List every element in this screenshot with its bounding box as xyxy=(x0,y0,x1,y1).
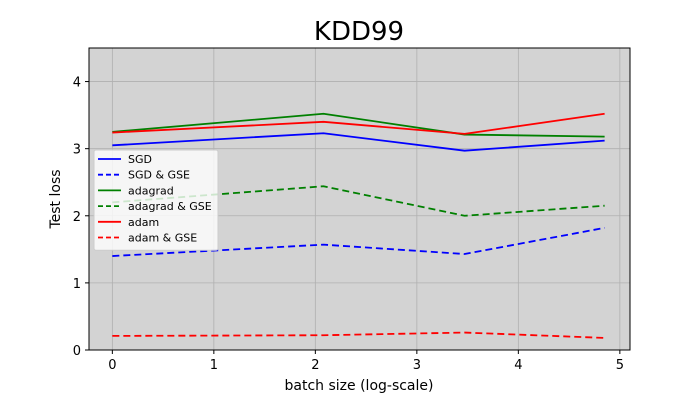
legend-label: adagrad & GSE xyxy=(128,200,212,213)
y-tick-label: 1 xyxy=(73,277,81,292)
x-tick-label: 3 xyxy=(413,358,421,373)
y-tick-label: 4 xyxy=(73,76,81,91)
y-tick-label: 2 xyxy=(73,210,81,225)
legend-label: SGD xyxy=(128,153,152,166)
x-axis-label: batch size (log-scale) xyxy=(285,378,434,394)
x-tick-label: 1 xyxy=(210,358,218,373)
x-tick-label: 2 xyxy=(311,358,319,373)
chart-title: KDD99 xyxy=(314,17,404,47)
y-tick-label: 3 xyxy=(73,143,81,158)
x-tick-label: 5 xyxy=(616,358,624,373)
x-tick-label: 4 xyxy=(514,358,522,373)
y-tick-label: 0 xyxy=(73,344,81,359)
legend-label: adam xyxy=(128,216,159,229)
legend-label: SGD & GSE xyxy=(128,169,190,182)
x-tick-label: 0 xyxy=(108,358,116,373)
legend-label: adagrad xyxy=(128,184,174,197)
legend-label: adam & GSE xyxy=(128,232,197,245)
plot-area: 0 1 2 3 4 5 0 1 2 3 4 SGD SGD & GSE adagrad adagrad & … xyxy=(73,48,630,373)
y-axis-label: Test loss xyxy=(48,169,64,229)
